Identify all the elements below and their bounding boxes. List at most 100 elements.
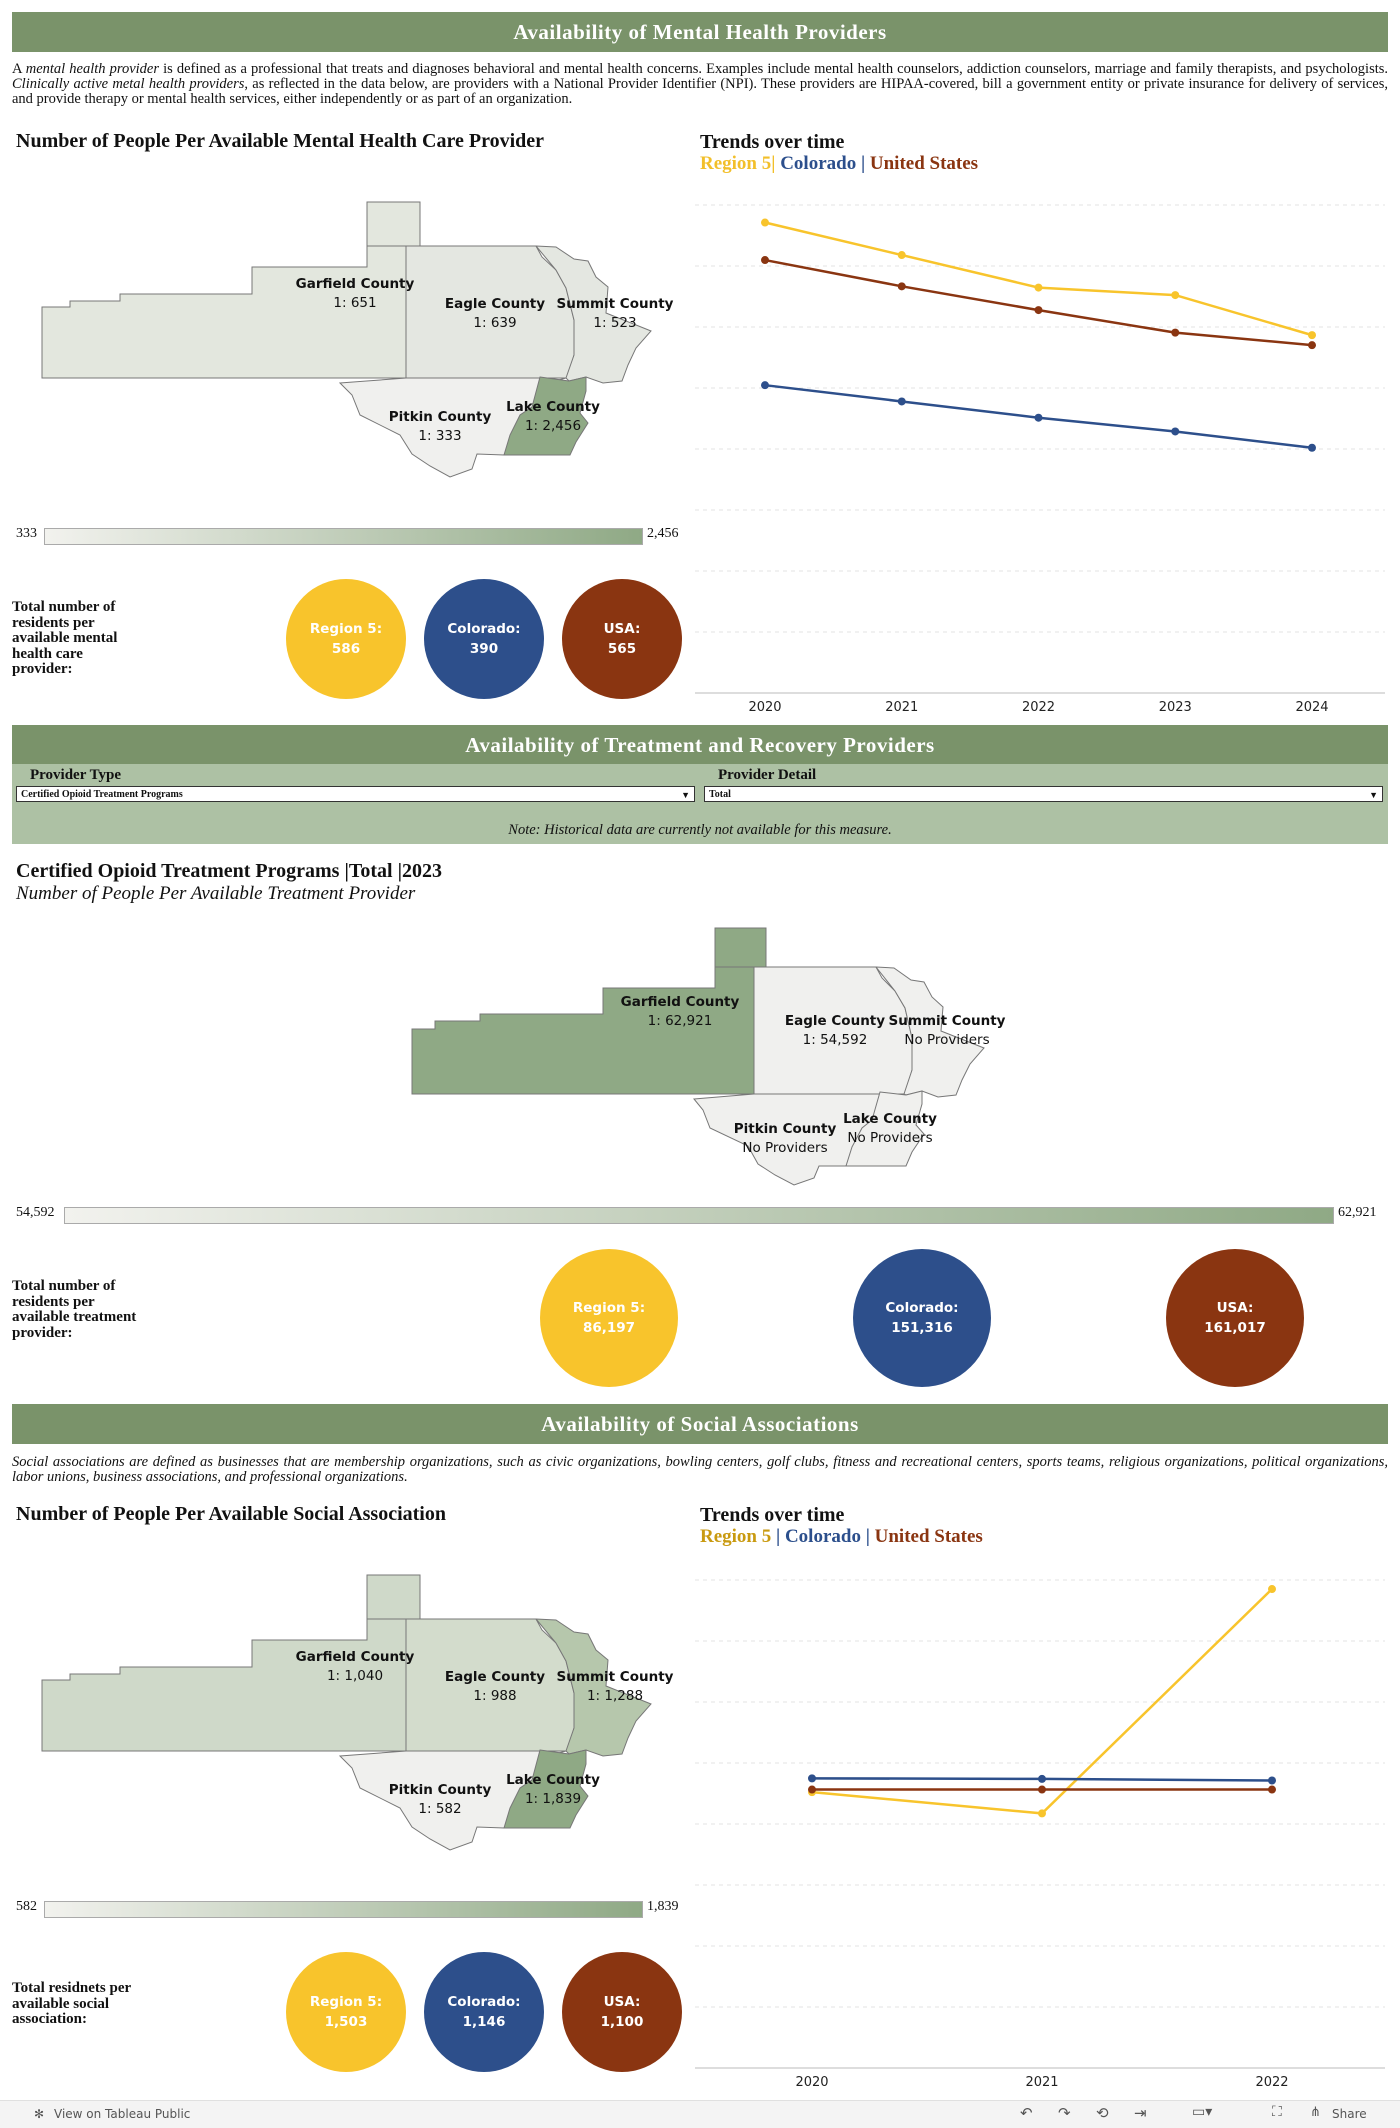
fullscreen-icon[interactable]: ⛶ [1272, 2104, 1282, 2120]
data-point-united-states[interactable] [761, 256, 769, 265]
data-point-region-5[interactable] [1268, 1585, 1276, 1594]
device-layout-icon[interactable]: ▭▾ [1192, 2104, 1213, 2120]
scale-max: 62,921 [1338, 1205, 1377, 1220]
data-point-region-5[interactable] [897, 251, 906, 260]
data-point-colorado[interactable] [897, 397, 906, 406]
provider-type-dropdown[interactable]: Certified Opioid Treatment Programs ▼ [16, 786, 695, 802]
county-value: 1: 2,456 [524, 418, 582, 434]
circle-label: USA: [603, 1994, 641, 2010]
color-scale-bar [44, 1901, 643, 1918]
redo-icon[interactable]: ↷ [1058, 2104, 1071, 2122]
colorado-circle[interactable]: Colorado: 390 [424, 579, 544, 699]
undo-icon[interactable]: ↶ [1020, 2104, 1033, 2122]
data-point-region-5[interactable] [1308, 331, 1316, 340]
x-tick-label: 2021 [1025, 2075, 1058, 2090]
share-button[interactable]: Share [1332, 2107, 1367, 2121]
region-5-circle[interactable]: Region 5: 86,197 [540, 1249, 678, 1387]
trend-chart-mental-health[interactable]: 2020 2021 2022 2023 2024 [695, 190, 1390, 725]
usa-circle[interactable]: USA: 565 [562, 579, 682, 699]
data-point-united-states[interactable] [897, 282, 906, 291]
data-point-colorado[interactable] [1038, 1774, 1046, 1783]
data-point-united-states[interactable] [808, 1785, 816, 1794]
data-point-region-5[interactable] [1038, 1809, 1046, 1818]
share-icon[interactable]: ⋔ [1310, 2105, 1321, 2120]
region-5-circle[interactable]: Region 5: 586 [286, 579, 406, 699]
map-title-social: Number of People Per Available Social As… [16, 1503, 446, 1525]
county-name: Garfield County [620, 994, 740, 1010]
refresh-icon[interactable]: ⇥ [1134, 2104, 1147, 2122]
data-point-united-states[interactable] [1038, 1785, 1046, 1794]
county-summit[interactable] [534, 1618, 652, 1757]
treatment-subheading: Number of People Per Available Treatment… [16, 883, 416, 904]
data-point-united-states[interactable] [1034, 306, 1043, 315]
circle-value: 390 [469, 641, 499, 657]
data-point-region-5[interactable] [1171, 291, 1180, 300]
region-5-circle[interactable]: Region 5: 1,503 [286, 1952, 406, 2072]
county-eagle-north[interactable] [714, 927, 767, 968]
legend-colorado[interactable]: Colorado [780, 153, 857, 174]
county-lake[interactable] [503, 1749, 589, 1829]
usa-circle[interactable]: USA: 1,100 [562, 1952, 682, 2072]
map-label-eagle: Eagle County 1: 988 [420, 1668, 570, 1706]
color-scale-bar [64, 1207, 1334, 1224]
county-name: Lake County [843, 1111, 937, 1127]
data-point-colorado[interactable] [1308, 443, 1316, 452]
county-lake[interactable] [503, 376, 589, 456]
legend-united-states[interactable]: United States [874, 1526, 983, 1547]
circle-label: Region 5: [309, 1994, 383, 2010]
data-point-colorado[interactable] [808, 1774, 816, 1783]
circle-value: 161,017 [1204, 1320, 1266, 1336]
trend-chart-social[interactable]: 2020 2021 2022 [695, 1565, 1390, 2100]
county-map-social[interactable] [0, 1568, 700, 1858]
data-point-region-5[interactable] [761, 218, 769, 227]
x-tick-label: 2020 [748, 700, 781, 715]
county-name: Summit County [888, 1013, 1006, 1029]
county-name: Summit County [556, 296, 674, 312]
colorado-circle[interactable]: Colorado: 151,316 [853, 1249, 991, 1387]
county-eagle-north[interactable] [366, 1574, 421, 1620]
mental-health-definition: A mental health provider is defined as a… [12, 62, 1388, 107]
county-value: No Providers [847, 1130, 933, 1146]
county-name: Eagle County [444, 1669, 546, 1685]
county-lake[interactable] [845, 1090, 925, 1167]
data-point-region-5[interactable] [1034, 283, 1043, 292]
series-line-region-5[interactable] [764, 221, 1313, 337]
x-tick-label: 2022 [1255, 2075, 1288, 2090]
usa-circle[interactable]: USA: 161,017 [1166, 1249, 1304, 1387]
provider-detail-dropdown[interactable]: Total ▼ [704, 786, 1383, 802]
county-summit[interactable] [534, 245, 652, 384]
definition-text: A [12, 61, 26, 77]
county-summit[interactable] [874, 966, 985, 1098]
tableau-logo-icon[interactable]: ✻ [34, 2107, 45, 2121]
legend-region-5[interactable]: Region 5 [700, 1526, 772, 1547]
county-eagle-north[interactable] [366, 201, 421, 247]
data-point-colorado[interactable] [1268, 1776, 1276, 1785]
x-tick-label: 2023 [1159, 700, 1192, 715]
revert-icon[interactable]: ⟲ [1096, 2104, 1109, 2122]
map-label-garfield: Garfield County 1: 651 [275, 275, 435, 313]
section-banner-treatment: Availability of Treatment and Recovery P… [12, 725, 1388, 765]
county-map-treatment[interactable] [370, 922, 1020, 1187]
legend-united-states[interactable]: United States [869, 153, 979, 174]
county-value: 1: 988 [473, 1688, 517, 1704]
data-point-united-states[interactable] [1171, 328, 1180, 337]
total-residents-label: Total number of residents per available … [12, 1278, 137, 1341]
view-on-tableau-link[interactable]: View on Tableau Public [54, 2107, 191, 2121]
map-label-pitkin: Pitkin County 1: 333 [370, 408, 510, 446]
trend-legend-social: Region 5 | Colorado | United States [700, 1526, 983, 1548]
county-map-mental-health[interactable] [0, 195, 700, 485]
map-label-lake: Lake County 1: 1,839 [483, 1771, 623, 1809]
colorado-circle[interactable]: Colorado: 1,146 [424, 1952, 544, 2072]
data-point-colorado[interactable] [1034, 413, 1043, 422]
legend-colorado[interactable]: Colorado [784, 1526, 861, 1547]
series-line-united-states[interactable] [764, 258, 1313, 347]
data-point-united-states[interactable] [1268, 1785, 1276, 1794]
county-name: Lake County [506, 399, 600, 415]
map-label-summit: Summit County 1: 1,288 [545, 1668, 685, 1706]
data-point-united-states[interactable] [1308, 341, 1316, 350]
data-point-colorado[interactable] [1171, 427, 1180, 436]
data-point-colorado[interactable] [761, 381, 769, 390]
map-label-pitkin: Pitkin County 1: 582 [370, 1781, 510, 1819]
scale-max: 1,839 [647, 1899, 679, 1914]
legend-region-5[interactable]: Region 5| [700, 153, 776, 174]
